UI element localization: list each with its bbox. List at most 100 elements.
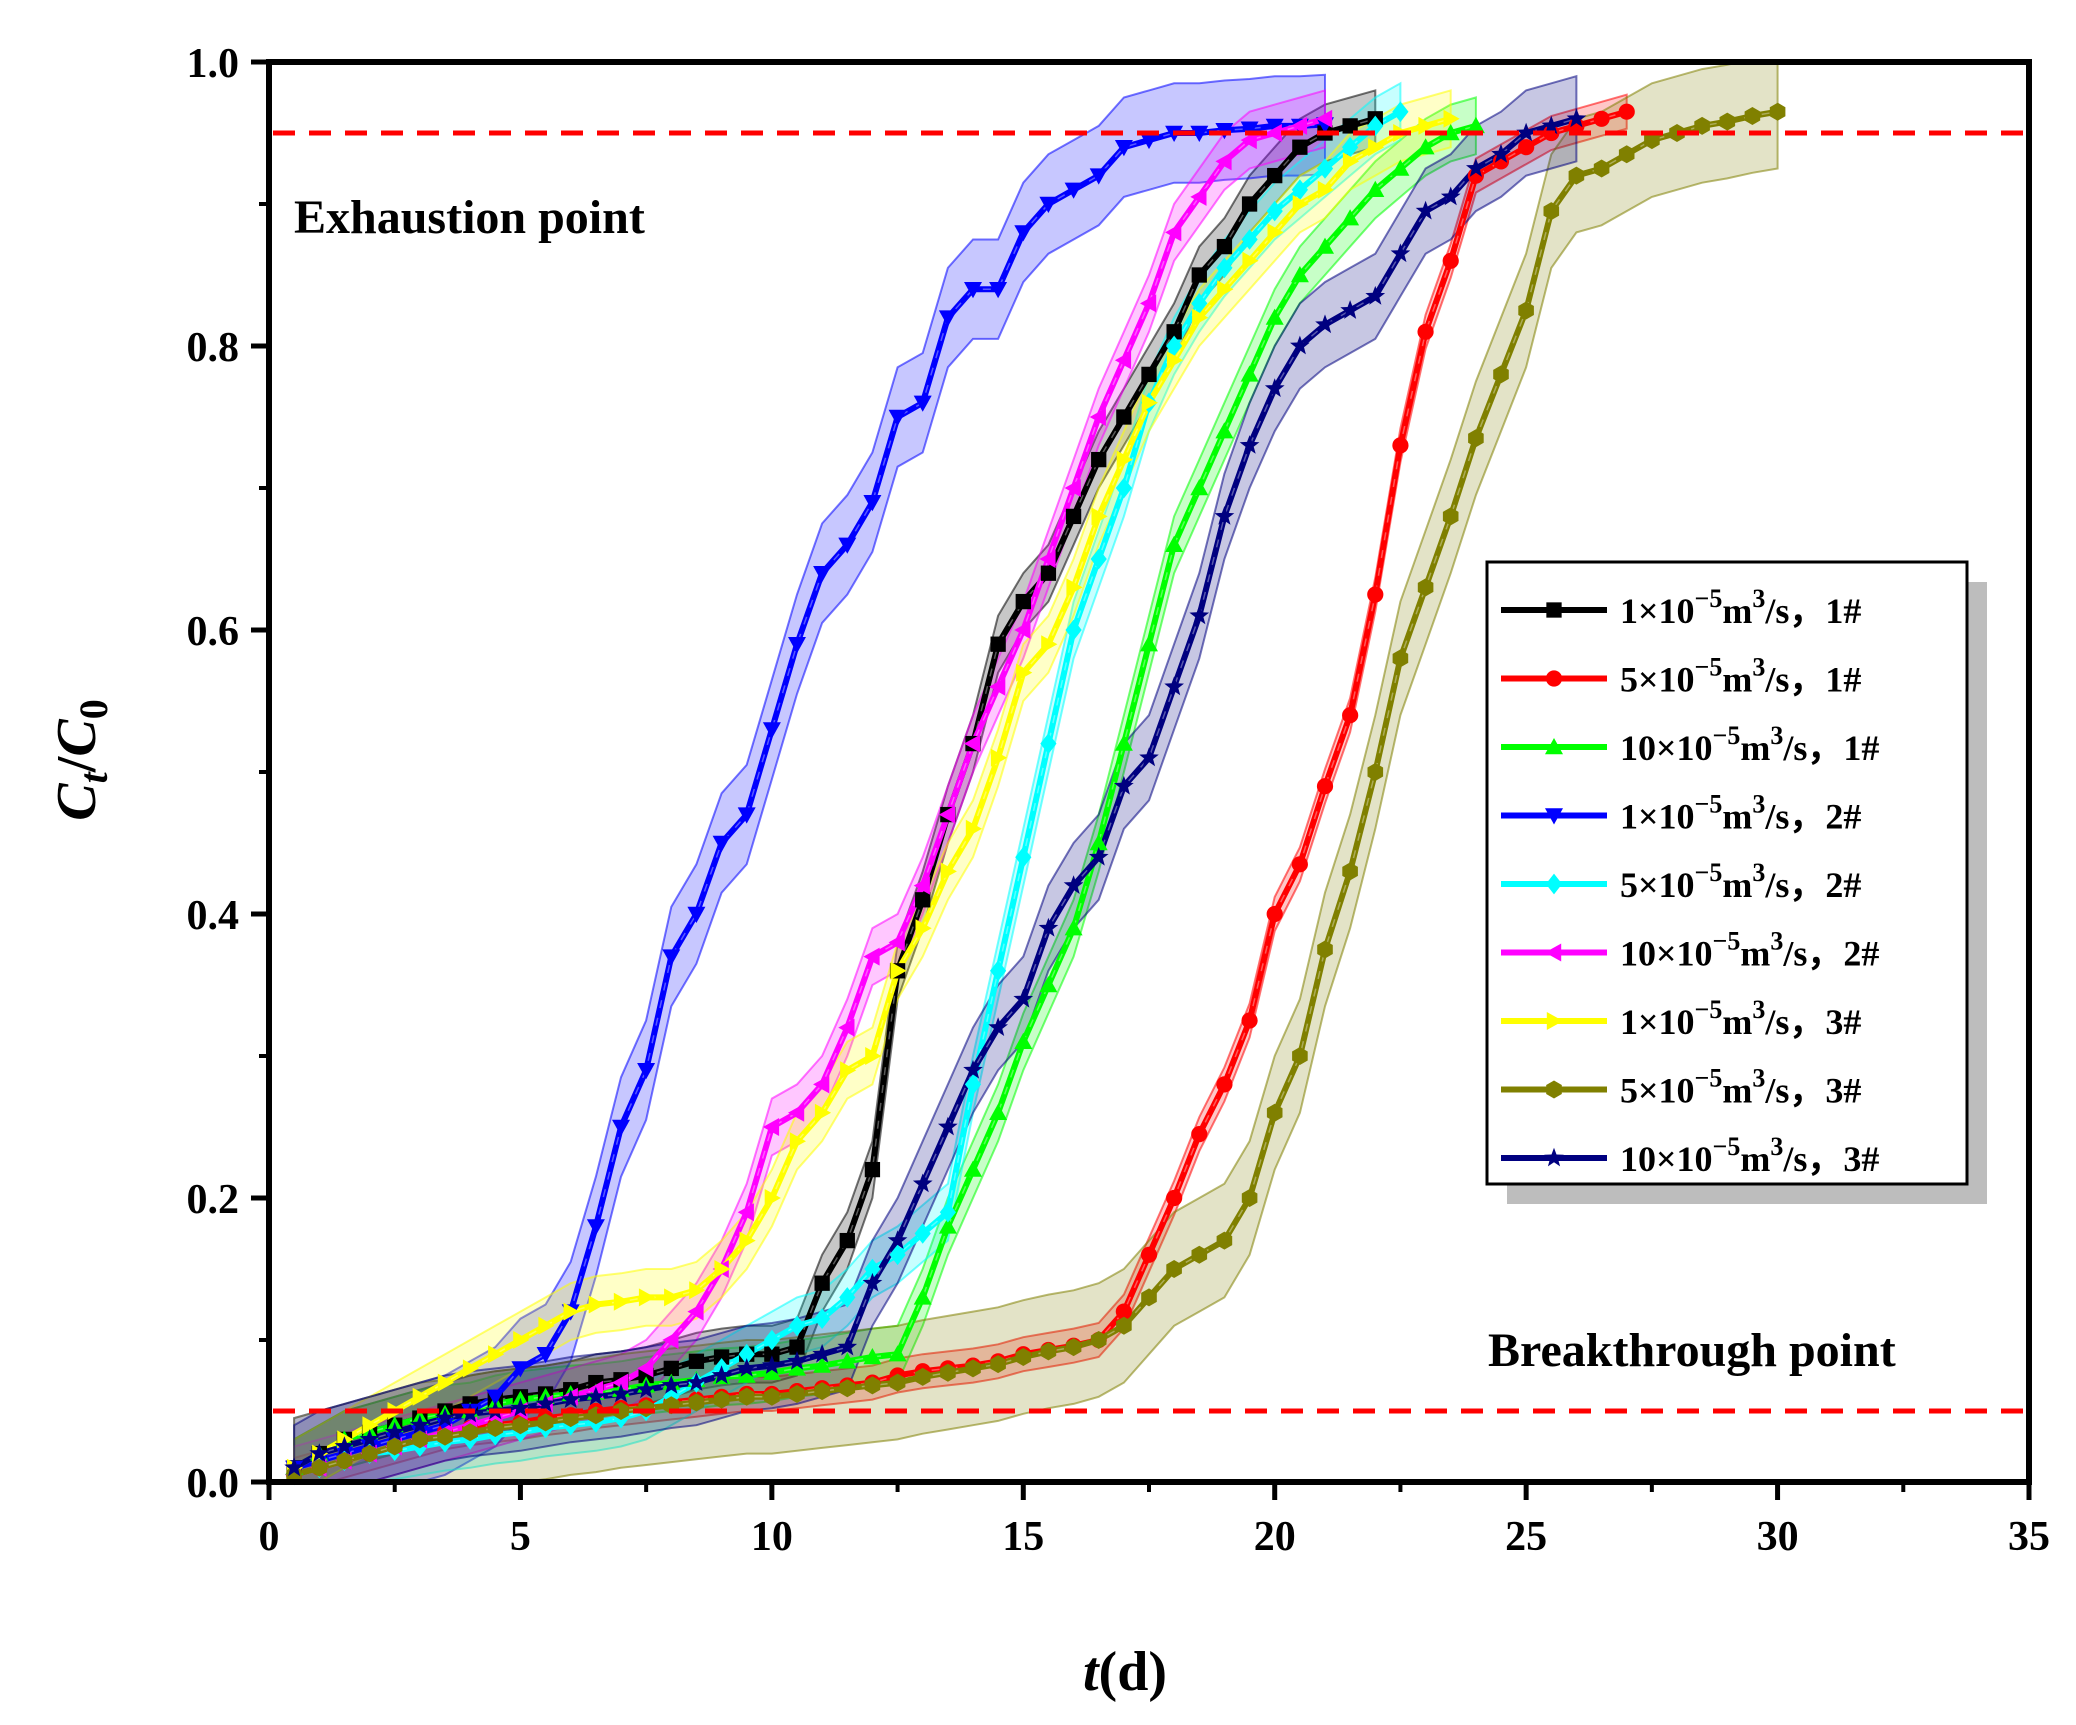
point-series-1 <box>713 1349 730 1365</box>
point-series-6 <box>1089 408 1106 426</box>
point-series-8 <box>889 1373 906 1392</box>
point-series-9 <box>1415 200 1436 220</box>
point-series-1 <box>1065 508 1082 525</box>
legend-marker-9 <box>1544 1147 1564 1167</box>
point-series-8 <box>914 1367 931 1386</box>
legend-label-unit: m <box>1740 934 1770 974</box>
y-tick-label: 0.6 <box>187 609 240 655</box>
point-series-9 <box>1290 335 1310 355</box>
point-series-8 <box>1266 1103 1283 1122</box>
legend-label-2: 5×10−5m3/s，1# <box>1620 653 1861 700</box>
point-series-5 <box>914 1223 931 1244</box>
point-series-7 <box>638 1288 656 1307</box>
legend-label-exp1: −5 <box>1695 584 1723 613</box>
legend-label-exp1: −5 <box>1695 1064 1723 1093</box>
y-axis-title-c1: C <box>46 783 108 821</box>
legend-label-exp1: −5 <box>1713 1132 1741 1161</box>
legend-label-exp1: −5 <box>1695 995 1723 1024</box>
point-series-6 <box>1064 479 1081 497</box>
point-series-5 <box>1191 293 1208 314</box>
legend-label-exp2: 3 <box>1752 584 1765 613</box>
point-series-7 <box>1066 578 1083 597</box>
point-series-4 <box>1014 225 1033 242</box>
point-series-1 <box>789 1339 805 1355</box>
point-series-1 <box>764 1346 780 1362</box>
point-series-8 <box>1065 1338 1082 1357</box>
point-series-3 <box>1366 180 1385 197</box>
reference-lines <box>273 130 2025 1414</box>
annotation-breakthrough: Breakthrough point <box>1488 1324 1896 1377</box>
legend-label-unit: m <box>1722 1002 1752 1042</box>
line-highlight-series-1 <box>293 118 1376 1469</box>
point-series-9 <box>912 1173 933 1193</box>
point-series-4 <box>586 1219 605 1236</box>
point-series-7 <box>1041 635 1058 654</box>
point-series-9 <box>1164 676 1184 696</box>
point-series-7 <box>764 1189 781 1207</box>
legend-marker-6 <box>1545 943 1562 962</box>
point-series-9 <box>1189 605 1210 625</box>
point-series-6 <box>1316 109 1333 128</box>
legend-label-unit: m <box>1722 591 1752 631</box>
point-series-9 <box>1440 186 1461 206</box>
point-series-8 <box>1568 166 1585 185</box>
point-series-3 <box>964 1160 982 1177</box>
point-series-9 <box>1315 314 1335 334</box>
point-series-1 <box>1292 139 1308 155</box>
point-series-4 <box>1114 140 1133 157</box>
point-series-9 <box>711 1365 732 1384</box>
point-series-7 <box>1091 507 1108 526</box>
point-series-7 <box>739 1231 756 1250</box>
point-series-9 <box>535 1393 556 1413</box>
point-series-9 <box>1466 158 1486 177</box>
legend-label-exp1: −5 <box>1695 653 1723 682</box>
legend-label-exp2: 3 <box>1770 1132 1783 1161</box>
point-series-1 <box>1141 366 1157 383</box>
point-series-8 <box>1442 507 1459 526</box>
point-series-3 <box>989 1103 1008 1120</box>
point-series-3 <box>788 1359 806 1376</box>
point-series-8 <box>1468 429 1484 448</box>
point-series-3 <box>1215 422 1234 439</box>
point-series-9 <box>1114 775 1134 795</box>
legend-label-coef: 10×10 <box>1620 1139 1713 1179</box>
point-series-3 <box>1416 138 1435 155</box>
point-series-8 <box>1644 131 1660 150</box>
point-series-6 <box>762 1118 780 1136</box>
point-series-3 <box>1240 365 1259 382</box>
point-series-8 <box>738 1387 755 1406</box>
point-series-9 <box>611 1383 631 1403</box>
x-axis-title-unit: (d) <box>1099 1641 1167 1703</box>
point-series-6 <box>1215 152 1232 171</box>
point-series-7 <box>865 1047 882 1065</box>
point-series-1 <box>1040 565 1057 581</box>
legend-label-exp2: 3 <box>1752 1064 1765 1093</box>
point-series-1 <box>990 636 1006 652</box>
point-series-9 <box>1013 988 1034 1008</box>
point-series-9 <box>309 1443 330 1462</box>
point-series-4 <box>511 1361 530 1378</box>
point-series-7 <box>613 1292 630 1311</box>
point-series-8 <box>1317 940 1333 959</box>
point-series-9 <box>837 1336 858 1356</box>
point-series-7 <box>488 1345 505 1364</box>
band-series-7 <box>293 89 1452 1482</box>
legend-label-coef: 10×10 <box>1620 728 1713 768</box>
point-series-5 <box>1342 136 1359 158</box>
point-series-5 <box>788 1315 806 1337</box>
point-series-9 <box>334 1436 355 1455</box>
point-series-1 <box>1241 196 1258 212</box>
legend-label-coef: 5×10 <box>1620 1071 1695 1111</box>
y-axis-title-slash: / <box>46 755 108 773</box>
markers-series-7 <box>286 109 1460 1477</box>
point-series-8 <box>537 1413 554 1432</box>
point-series-4 <box>762 722 781 739</box>
point-series-7 <box>1368 138 1385 157</box>
point-series-6 <box>1290 116 1308 135</box>
point-series-2 <box>1166 1189 1183 1207</box>
point-series-7 <box>664 1288 681 1307</box>
x-tick-label: 0 <box>259 1514 280 1560</box>
line-highlight-series-3 <box>293 125 1477 1469</box>
point-series-6 <box>863 947 880 966</box>
legend-label-exp1: −5 <box>1713 927 1741 956</box>
